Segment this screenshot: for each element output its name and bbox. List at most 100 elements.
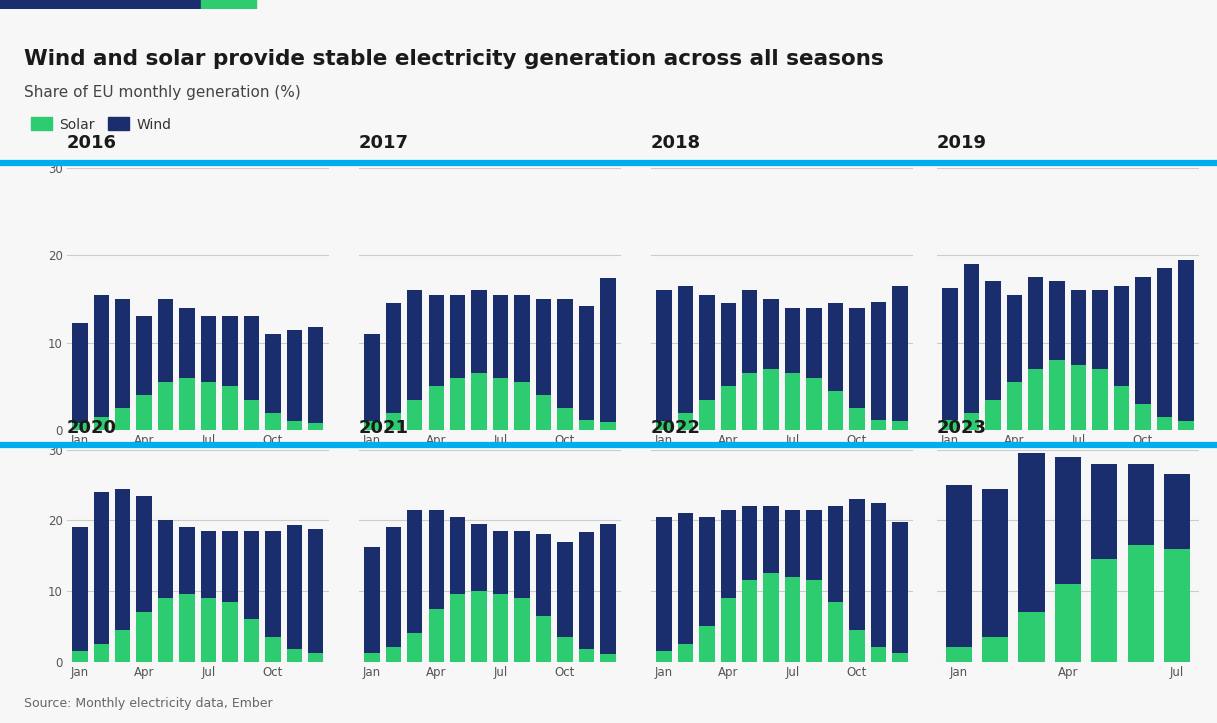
Bar bbox=[72, 423, 88, 430]
Bar bbox=[1055, 584, 1081, 662]
Bar bbox=[179, 377, 195, 430]
Bar bbox=[450, 594, 465, 662]
Bar bbox=[265, 531, 281, 637]
Bar bbox=[600, 422, 616, 430]
Text: Source: Monthly electricity data, Ember: Source: Monthly electricity data, Ember bbox=[24, 697, 273, 710]
Bar bbox=[1019, 612, 1044, 662]
Bar bbox=[265, 334, 281, 413]
Bar bbox=[471, 373, 487, 430]
Bar bbox=[158, 598, 173, 662]
Text: 2018: 2018 bbox=[651, 134, 701, 152]
Bar bbox=[308, 423, 324, 430]
Text: Share of EU monthly generation (%): Share of EU monthly generation (%) bbox=[24, 85, 301, 100]
Bar bbox=[699, 626, 714, 662]
Text: 2023: 2023 bbox=[937, 419, 987, 437]
Bar bbox=[849, 499, 865, 630]
Bar bbox=[406, 510, 422, 633]
Bar bbox=[1049, 360, 1065, 430]
Bar bbox=[807, 581, 821, 662]
Bar bbox=[1178, 422, 1194, 430]
Bar bbox=[600, 654, 616, 662]
Bar bbox=[942, 419, 958, 430]
Bar bbox=[364, 334, 380, 422]
Bar bbox=[386, 527, 402, 647]
Bar bbox=[678, 413, 694, 430]
Bar bbox=[223, 531, 237, 602]
Bar bbox=[308, 529, 324, 653]
Bar bbox=[179, 308, 195, 377]
Bar bbox=[428, 386, 444, 430]
Bar bbox=[742, 506, 757, 581]
Bar bbox=[158, 299, 173, 382]
Bar bbox=[94, 644, 110, 662]
Bar bbox=[982, 637, 1009, 662]
Bar bbox=[1055, 457, 1081, 584]
Bar bbox=[828, 506, 843, 602]
Bar bbox=[308, 327, 324, 423]
Bar bbox=[1028, 277, 1043, 369]
Bar bbox=[406, 400, 422, 430]
Bar bbox=[515, 598, 529, 662]
Bar bbox=[72, 322, 88, 423]
Bar bbox=[656, 517, 672, 651]
Text: Wind and solar provide stable electricity generation across all seasons: Wind and solar provide stable electricit… bbox=[24, 48, 884, 69]
Bar bbox=[223, 317, 237, 386]
Bar bbox=[942, 288, 958, 419]
Text: 2021: 2021 bbox=[359, 419, 409, 437]
Bar bbox=[493, 594, 509, 662]
Bar bbox=[742, 373, 757, 430]
Bar bbox=[870, 647, 886, 662]
Bar bbox=[136, 495, 152, 612]
Bar bbox=[136, 612, 152, 662]
Text: 2022: 2022 bbox=[651, 419, 701, 437]
Bar bbox=[265, 413, 281, 430]
Bar bbox=[428, 294, 444, 386]
Bar bbox=[985, 400, 1000, 430]
Bar bbox=[535, 299, 551, 395]
Bar bbox=[450, 294, 465, 377]
Bar bbox=[1092, 559, 1117, 662]
Bar bbox=[763, 573, 779, 662]
Bar bbox=[785, 577, 801, 662]
Bar bbox=[807, 510, 821, 581]
Bar bbox=[678, 286, 694, 413]
Bar bbox=[557, 408, 573, 430]
Bar bbox=[763, 506, 779, 573]
Bar bbox=[471, 591, 487, 662]
Bar bbox=[1071, 290, 1087, 364]
Bar bbox=[243, 531, 259, 619]
Bar bbox=[158, 382, 173, 430]
Bar bbox=[179, 527, 195, 594]
Bar bbox=[870, 502, 886, 647]
Bar bbox=[428, 609, 444, 662]
Bar bbox=[450, 377, 465, 430]
Bar bbox=[849, 408, 865, 430]
Bar bbox=[600, 278, 616, 422]
Bar bbox=[699, 294, 714, 400]
Bar bbox=[94, 492, 110, 644]
Bar bbox=[243, 619, 259, 662]
Bar bbox=[406, 290, 422, 400]
Text: 2016: 2016 bbox=[67, 134, 117, 152]
Bar bbox=[364, 422, 380, 430]
Bar bbox=[1093, 369, 1107, 430]
Bar bbox=[1127, 545, 1154, 662]
Bar bbox=[1114, 286, 1129, 386]
Bar bbox=[1163, 549, 1190, 662]
Bar bbox=[1135, 404, 1151, 430]
Bar bbox=[201, 598, 217, 662]
Bar bbox=[742, 581, 757, 662]
Bar bbox=[94, 294, 110, 417]
Bar bbox=[201, 531, 217, 598]
Bar bbox=[471, 524, 487, 591]
Bar bbox=[785, 510, 801, 577]
Bar bbox=[1006, 382, 1022, 430]
Bar bbox=[1028, 369, 1043, 430]
Bar bbox=[892, 523, 908, 653]
Bar bbox=[1092, 464, 1117, 559]
Bar bbox=[742, 290, 757, 373]
Bar bbox=[656, 651, 672, 662]
Bar bbox=[1019, 453, 1044, 612]
Bar bbox=[286, 422, 302, 430]
Bar bbox=[720, 386, 736, 430]
